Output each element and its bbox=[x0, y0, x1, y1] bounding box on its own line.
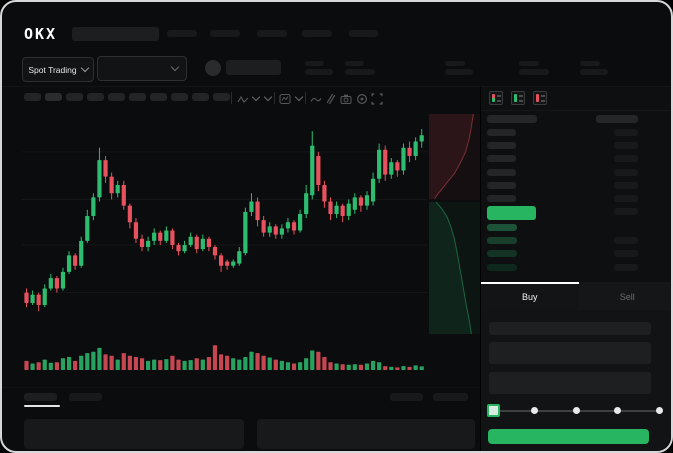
ask-price-skeleton[interactable] bbox=[487, 155, 516, 163]
slider-stop[interactable] bbox=[614, 407, 621, 414]
chart-toolbar bbox=[2, 87, 480, 110]
trade-tabs: Buy Sell bbox=[481, 282, 672, 310]
bid-size-skeleton[interactable] bbox=[614, 263, 638, 271]
bid-size-skeleton[interactable] bbox=[614, 250, 638, 258]
bottom-table-skeleton bbox=[24, 419, 244, 449]
ask-price-skeleton[interactable] bbox=[487, 195, 516, 202]
chevron-down-icon[interactable] bbox=[294, 92, 304, 102]
orderbook-size-skeleton bbox=[614, 208, 638, 215]
book-combined-icon[interactable] bbox=[489, 91, 503, 105]
bid-price-skeleton[interactable] bbox=[487, 224, 517, 231]
timeframe-button-skeleton[interactable] bbox=[87, 93, 104, 101]
ask-size-skeleton[interactable] bbox=[614, 168, 638, 176]
chevron-down-icon bbox=[170, 62, 180, 72]
candlestick-chart[interactable] bbox=[2, 110, 480, 382]
tab-buy-label: Buy bbox=[521, 292, 538, 302]
chevron-down-icon[interactable] bbox=[251, 92, 261, 102]
ask-size-skeleton[interactable] bbox=[614, 181, 638, 189]
timeframe-button-skeleton[interactable] bbox=[24, 93, 41, 101]
timeframe-button-skeleton[interactable] bbox=[108, 93, 125, 101]
market-type-dropdown[interactable]: Spot Trading bbox=[22, 57, 94, 82]
tab-buy[interactable]: Buy bbox=[481, 282, 579, 310]
bottom-action-skeleton[interactable] bbox=[390, 393, 423, 401]
timeframe-button-skeleton[interactable] bbox=[192, 93, 209, 101]
total-input[interactable] bbox=[489, 372, 651, 394]
coin-avatar bbox=[205, 60, 221, 76]
book-asks-icon[interactable] bbox=[533, 91, 547, 105]
chevron-down-icon[interactable] bbox=[263, 92, 273, 102]
price-input[interactable] bbox=[489, 322, 651, 335]
ask-size-skeleton[interactable] bbox=[614, 142, 638, 150]
chevron-down-icon bbox=[80, 63, 89, 73]
bottom-panel bbox=[2, 387, 480, 451]
ask-price-skeleton[interactable] bbox=[487, 142, 516, 150]
bottom-tab[interactable] bbox=[69, 393, 102, 401]
timeframe-button-skeleton[interactable] bbox=[66, 93, 83, 101]
bottom-tab-active[interactable] bbox=[24, 393, 57, 401]
search-input[interactable] bbox=[72, 27, 159, 41]
ask-size-skeleton[interactable] bbox=[614, 155, 638, 163]
slider-stop[interactable] bbox=[572, 407, 580, 414]
trade-form bbox=[481, 310, 671, 451]
bid-size-skeleton[interactable] bbox=[614, 237, 638, 245]
okx-logo: OKX bbox=[24, 25, 58, 43]
pair-selector-dropdown[interactable] bbox=[97, 56, 187, 81]
timeframe-button-skeleton[interactable] bbox=[150, 93, 167, 101]
slider-stop[interactable] bbox=[655, 407, 663, 414]
top-nav: OKX bbox=[2, 2, 671, 50]
line-icon[interactable] bbox=[310, 94, 322, 106]
timeframe-button-skeleton[interactable] bbox=[171, 93, 188, 101]
active-tab-underline bbox=[24, 405, 60, 407]
book-bids-icon[interactable] bbox=[511, 91, 525, 105]
slider-handle[interactable] bbox=[487, 404, 500, 417]
amount-input[interactable] bbox=[489, 342, 651, 364]
bottom-action-skeleton[interactable] bbox=[433, 393, 468, 401]
ask-price-skeleton[interactable] bbox=[487, 168, 516, 176]
indicator-icon[interactable] bbox=[279, 93, 291, 105]
orderbook-header-skeleton bbox=[487, 115, 537, 123]
timeframe-button-skeleton[interactable] bbox=[213, 93, 230, 101]
timeframe-button-skeleton[interactable] bbox=[129, 93, 146, 101]
nav-item-skeleton[interactable] bbox=[167, 30, 197, 37]
bid-price-skeleton[interactable] bbox=[487, 250, 517, 258]
price-skeleton bbox=[226, 60, 281, 75]
ask-price-skeleton[interactable] bbox=[487, 129, 516, 136]
ask-price-skeleton[interactable] bbox=[487, 181, 516, 189]
orderbook-header-skeleton bbox=[596, 115, 638, 123]
nav-item-skeleton[interactable] bbox=[302, 30, 332, 37]
tab-sell[interactable]: Sell bbox=[579, 282, 672, 310]
right-panel: Buy Sell bbox=[480, 87, 671, 451]
market-type-label: Spot Trading bbox=[28, 64, 77, 75]
timeframe-button-skeleton[interactable] bbox=[45, 93, 62, 101]
last-price-bar[interactable] bbox=[487, 206, 536, 220]
ask-size-skeleton[interactable] bbox=[614, 195, 638, 202]
fullscreen-icon[interactable] bbox=[371, 93, 383, 105]
buy-submit-button[interactable] bbox=[488, 429, 649, 444]
slider-stop[interactable] bbox=[531, 407, 538, 414]
tab-sell-label: Sell bbox=[619, 292, 635, 302]
bid-price-skeleton[interactable] bbox=[487, 237, 517, 245]
nav-item-skeleton[interactable] bbox=[349, 30, 378, 37]
market-bar: Spot Trading bbox=[2, 50, 671, 87]
nav-item-skeleton[interactable] bbox=[210, 30, 240, 37]
compare-icon[interactable] bbox=[325, 93, 337, 105]
nav-item-skeleton[interactable] bbox=[257, 30, 287, 37]
settings-icon[interactable] bbox=[356, 93, 368, 105]
bottom-table-skeleton bbox=[257, 419, 475, 449]
candle-style-icon[interactable] bbox=[237, 94, 249, 106]
ask-size-skeleton[interactable] bbox=[614, 129, 638, 136]
camera-icon[interactable] bbox=[340, 93, 352, 105]
bid-price-skeleton[interactable] bbox=[487, 263, 517, 271]
